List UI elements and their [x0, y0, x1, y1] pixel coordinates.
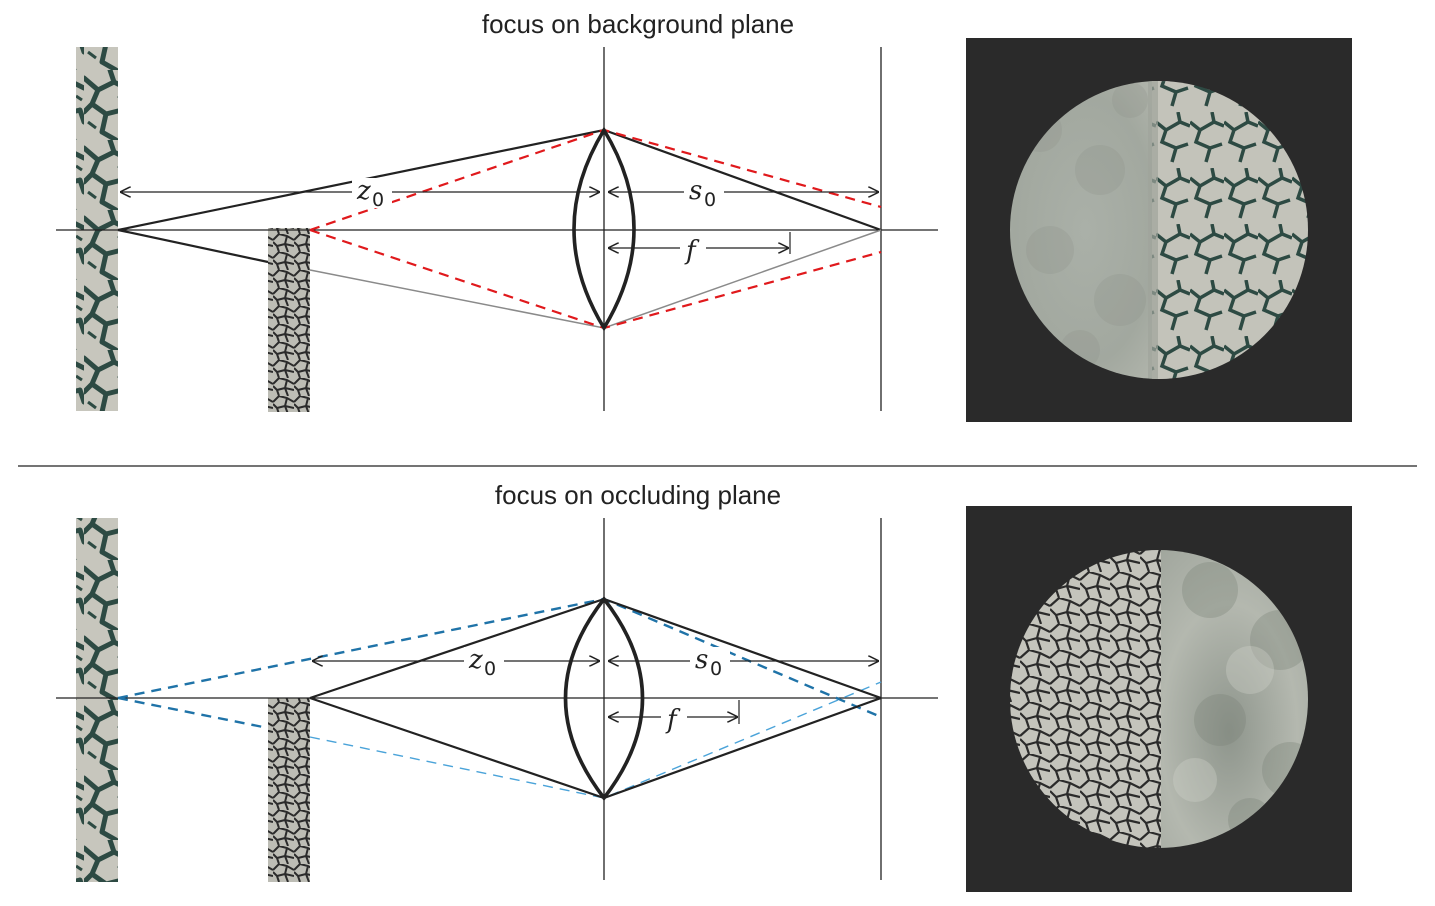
label-z: z [468, 645, 483, 675]
occluding-plane-icon [268, 698, 310, 882]
background-plane-icon [76, 518, 118, 882]
label-s: s [695, 645, 708, 675]
background-plane-icon [76, 47, 118, 411]
occluding-plane-icon [268, 228, 310, 412]
panel-background-focus: focus on background plane z 0 s 0 f [56, 9, 1352, 422]
ray-top [309, 597, 882, 700]
label-s-sub: 0 [704, 189, 716, 211]
ray-top [117, 128, 882, 232]
label-s: s [689, 176, 702, 206]
ray-blocked [117, 228, 269, 264]
label-z-sub: 0 [484, 658, 496, 680]
panel-title: focus on occluding plane [495, 480, 781, 510]
panel-title: focus on background plane [482, 9, 794, 39]
label-z: z [356, 176, 371, 206]
panel-occluding-focus: focus on occluding plane z 0 s 0 f [56, 480, 1352, 892]
label-s-sub: 0 [710, 658, 722, 680]
ray-bottom [309, 696, 882, 800]
render-occluding-focus [966, 506, 1352, 892]
label-z-sub: 0 [372, 189, 384, 211]
occluder-rays [309, 128, 882, 330]
render-background-focus [966, 38, 1352, 422]
